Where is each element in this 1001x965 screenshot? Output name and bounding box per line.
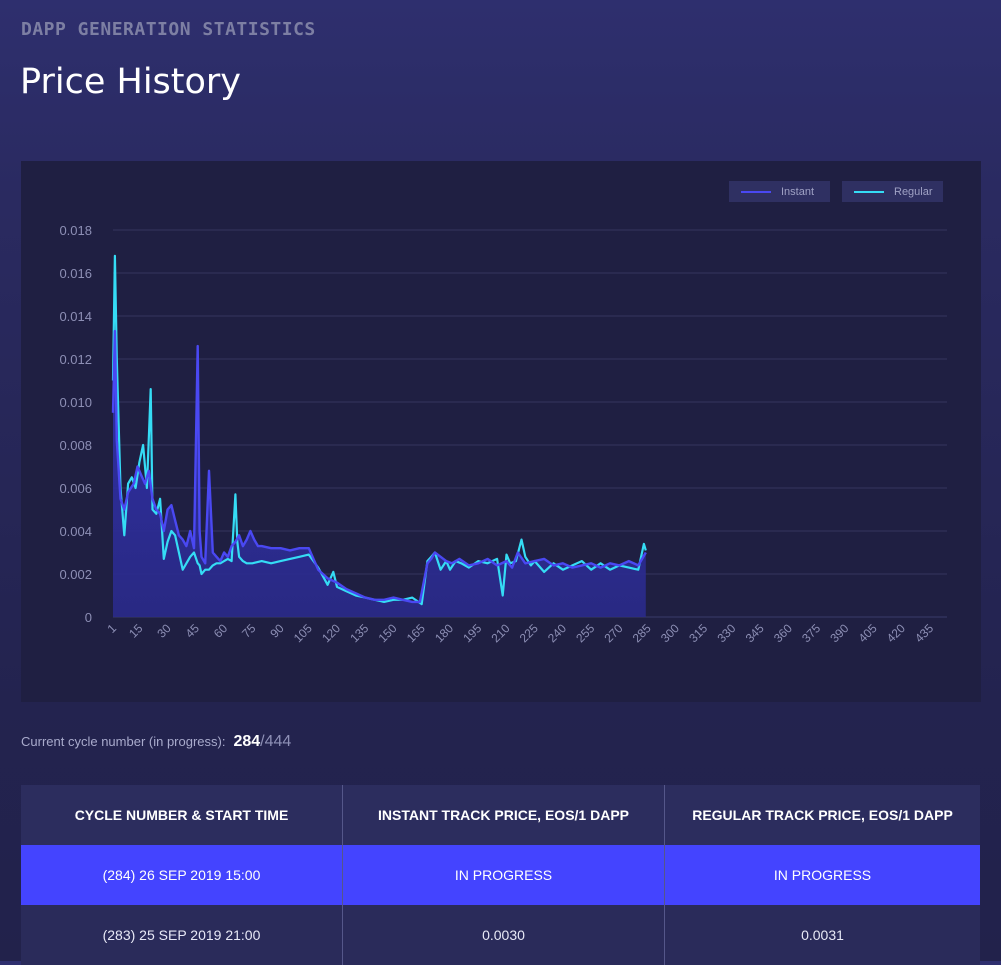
- x-tick-label: 285: [630, 621, 654, 645]
- x-tick-label: 105: [291, 621, 315, 645]
- column-header-cycle[interactable]: CYCLE NUMBER & START TIME: [21, 785, 343, 845]
- table-row[interactable]: (284) 26 SEP 2019 15:00 IN PROGRESS IN P…: [21, 845, 980, 905]
- x-tick-label: 240: [545, 621, 569, 645]
- y-tick-label: 0.014: [59, 309, 92, 324]
- table-header-row: CYCLE NUMBER & START TIME INSTANT TRACK …: [21, 785, 980, 845]
- x-tick-label: 330: [714, 621, 738, 645]
- y-tick-label: 0.016: [59, 266, 92, 281]
- cycles-table: CYCLE NUMBER & START TIME INSTANT TRACK …: [21, 785, 980, 965]
- y-tick-label: 0.018: [59, 223, 92, 238]
- x-tick-label: 300: [658, 621, 682, 645]
- series-line-regular: [111, 254, 647, 606]
- x-tick-label: 60: [211, 621, 231, 641]
- chart-svg: 0 0.002 0.004 0.006 0.008 0.010 0.012 0.014 0.01…: [59, 223, 947, 645]
- cell-instant-price: IN PROGRESS: [342, 845, 665, 905]
- x-tick-label: 90: [267, 621, 287, 641]
- current-cycle-info: Current cycle number (in progress): 284/4…: [21, 733, 291, 751]
- cell-cycle: (284) 26 SEP 2019 15:00: [21, 845, 343, 905]
- cell-regular-price: 0.0031: [664, 905, 980, 965]
- x-tick-label: 210: [489, 621, 513, 645]
- x-tick-label: 1: [104, 621, 119, 636]
- x-tick-label: 75: [239, 621, 259, 641]
- legend-item-regular[interactable]: Regular: [842, 181, 943, 202]
- cell-cycle: (283) 25 SEP 2019 21:00: [21, 905, 343, 965]
- y-tick-label: 0: [85, 610, 92, 625]
- x-tick-label: 360: [771, 621, 795, 645]
- page-kicker: DAPP GENERATION STATISTICS: [21, 19, 316, 40]
- current-cycle-label: Current cycle number (in progress):: [21, 734, 226, 749]
- series-line-instant: [111, 329, 647, 604]
- x-tick-label: 30: [154, 621, 174, 641]
- y-tick-label: 0.010: [59, 395, 92, 410]
- x-tick-label: 15: [126, 621, 146, 641]
- x-tick-label: 255: [573, 621, 597, 645]
- legend-label-instant: Instant: [781, 185, 815, 198]
- legend-item-instant[interactable]: Instant: [729, 181, 830, 202]
- y-tick-label: 0.012: [59, 352, 92, 367]
- x-tick-label: 195: [460, 621, 484, 645]
- column-header-instant[interactable]: INSTANT TRACK PRICE, EOS/1 DAPP: [342, 785, 665, 845]
- x-tick-label: 165: [404, 621, 428, 645]
- x-tick-label: 390: [827, 621, 851, 645]
- legend-swatch-regular: [854, 190, 884, 193]
- x-tick-label: 45: [183, 621, 203, 641]
- instant-area: [113, 331, 646, 617]
- x-tick-label: 420: [884, 621, 908, 645]
- x-tick-label: 180: [432, 621, 456, 645]
- y-tick-label: 0.006: [59, 481, 92, 496]
- current-cycle-number: 284: [233, 733, 261, 750]
- legend-label-regular: Regular: [894, 185, 933, 198]
- page-title: Price History: [20, 62, 242, 102]
- table-row[interactable]: (283) 25 SEP 2019 21:00 0.0030 0.0031: [21, 905, 980, 965]
- x-tick-label: 270: [601, 621, 625, 645]
- cell-instant-price: 0.0030: [342, 905, 665, 965]
- total-cycles: /444: [260, 733, 292, 750]
- x-tick-label: 375: [799, 621, 823, 645]
- x-tick-label: 120: [319, 621, 343, 645]
- y-tick-label: 0.008: [59, 438, 92, 453]
- y-tick-label: 0.004: [59, 524, 92, 539]
- legend-swatch-instant: [741, 190, 771, 193]
- x-tick-label: 225: [517, 621, 541, 645]
- cell-regular-price: IN PROGRESS: [664, 845, 980, 905]
- x-tick-label: 345: [743, 621, 767, 645]
- x-tick-label: 435: [912, 621, 936, 645]
- x-tick-label: 405: [856, 621, 880, 645]
- y-tick-label: 0.002: [59, 567, 92, 582]
- x-tick-label: 150: [376, 621, 400, 645]
- x-tick-label: 135: [347, 621, 371, 645]
- price-history-chart: 0 0.002 0.004 0.006 0.008 0.010 0.012 0.014 0.01…: [21, 161, 981, 702]
- x-tick-label: 315: [686, 621, 710, 645]
- column-header-regular[interactable]: REGULAR TRACK PRICE, EOS/1 DAPP: [664, 785, 980, 845]
